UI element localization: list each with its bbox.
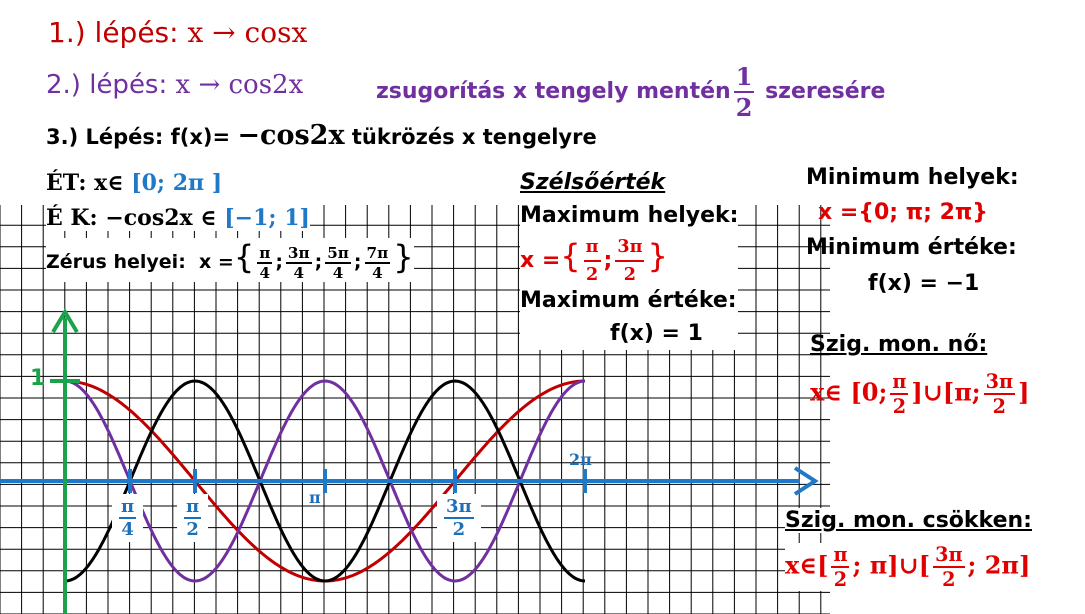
curve (64, 379, 586, 583)
increasing: x∈ [0; π 2]∪[π; 3π 2] (810, 370, 1029, 418)
step-1: 1.) lépés: x → cosx (48, 16, 307, 49)
max-values: x ={π 2; 3π 2} (520, 232, 738, 285)
min-x: x ={0; π; 2π} (818, 200, 988, 226)
step-2: 2.) lépés: x → cos2x (46, 70, 303, 100)
prefix: x = (199, 251, 234, 273)
num: 3π (285, 243, 312, 264)
value: [0; 2π ] (131, 170, 223, 196)
num: π (831, 543, 850, 568)
num: π (890, 370, 909, 395)
den: 2 (942, 568, 956, 591)
max-value-label: Maximum értéke: (520, 288, 737, 313)
arrow (793, 466, 819, 496)
end: ] (1018, 377, 1030, 407)
prefix: x∈ (810, 377, 843, 407)
extremum: Szélsőérték Maximum helyek: x ={π 2; 3π 2} … (520, 166, 739, 350)
den: 4 (372, 263, 383, 282)
brace: } (393, 238, 414, 276)
fraction: 3π 4 (285, 243, 312, 282)
den: 2 (452, 519, 466, 540)
mid: ]∪[π; (911, 377, 981, 407)
num: 3π (444, 496, 474, 519)
x-label: 3π 2 (437, 494, 481, 542)
num: 3π (933, 543, 965, 568)
arrow (51, 308, 79, 334)
x-label: π (309, 488, 321, 507)
label: 2.) lépés: (46, 70, 168, 100)
min-value-label: Minimum értéke: (806, 235, 1017, 261)
den: 4 (121, 519, 134, 540)
num: π (119, 496, 137, 519)
brace: { (233, 238, 255, 276)
step-2-note: zsugorítás x tengely mentén 1 2 szeresére (376, 62, 885, 122)
prefix: x = (520, 248, 561, 273)
num: π (583, 234, 601, 262)
decreasing: x∈[π 2; π]∪[3π 2; 2π] (785, 543, 1031, 591)
x-label: 2π (569, 450, 592, 469)
max-value: f(x) = 1 (610, 321, 703, 346)
dec-label: Szig. mon. csökken: (785, 508, 1032, 533)
den: 2 (833, 568, 848, 591)
min-places: Minimum helyek: (806, 165, 1019, 190)
label: 3.) Lépés: f(x)= (46, 125, 231, 149)
note: tükrözés x tengelyre (351, 125, 597, 149)
label: É K: −cos2x ∈ (46, 205, 217, 231)
num: 3π (983, 370, 1016, 395)
inc-label: Szig. mon. nő: (810, 332, 988, 357)
zeros: Zérus helyei: x ={π 4; 3π 4; 5π 4; 7π 4} (46, 238, 414, 282)
note-end: szeresére (765, 79, 886, 104)
num: 5π (325, 243, 351, 264)
num: π (184, 496, 202, 519)
prefix: x∈[ (785, 550, 829, 580)
label: ÉT: x∈ (46, 170, 124, 196)
fraction: 7π 4 (364, 243, 391, 282)
title: Szélsőérték (520, 170, 666, 195)
max-places: Maximum helyek: (520, 203, 739, 228)
num: 1 (733, 62, 755, 93)
den: 2 (585, 264, 599, 285)
den: 2 (186, 519, 199, 540)
a: [0; (850, 377, 888, 407)
den: 4 (293, 263, 305, 282)
min-value: f(x) = −1 (868, 270, 980, 296)
fraction: 5π 4 (325, 244, 351, 282)
den: 2 (735, 93, 753, 122)
fraction: 3π 2 (615, 234, 645, 289)
label: Zérus helyei: (46, 251, 186, 273)
formula: x → cosx (187, 16, 308, 49)
end: ; 2π] (967, 550, 1031, 580)
den: 4 (259, 263, 271, 282)
note: zsugorítás x tengely mentén (376, 79, 731, 104)
den: 2 (892, 395, 907, 418)
label: 1.) lépés: (48, 16, 179, 49)
fraction: 3π 2 (444, 496, 474, 540)
den: 4 (332, 263, 344, 282)
value: [−1; 1] (224, 205, 310, 231)
den: 2 (992, 395, 1007, 418)
num: 7π (364, 243, 391, 264)
den: 2 (623, 264, 637, 285)
num: π (257, 243, 273, 264)
curve (64, 379, 586, 583)
mid: ; π]∪[ (852, 550, 931, 580)
y-label: 1 (30, 366, 46, 391)
step-3: 3.) Lépés: f(x)= −cos2x tükrözés x tenge… (46, 120, 597, 151)
minimum: Minimum helyek: x ={0; π; 2π} Minimum ér… (806, 160, 1019, 301)
formula: −cos2x (237, 120, 345, 151)
range: É K: −cos2x ∈ [−1; 1] (46, 205, 310, 231)
formula: x → cos2x (175, 70, 304, 100)
domain: ÉT: x∈ [0; 2π ] (46, 170, 223, 196)
num: 3π (615, 234, 645, 262)
